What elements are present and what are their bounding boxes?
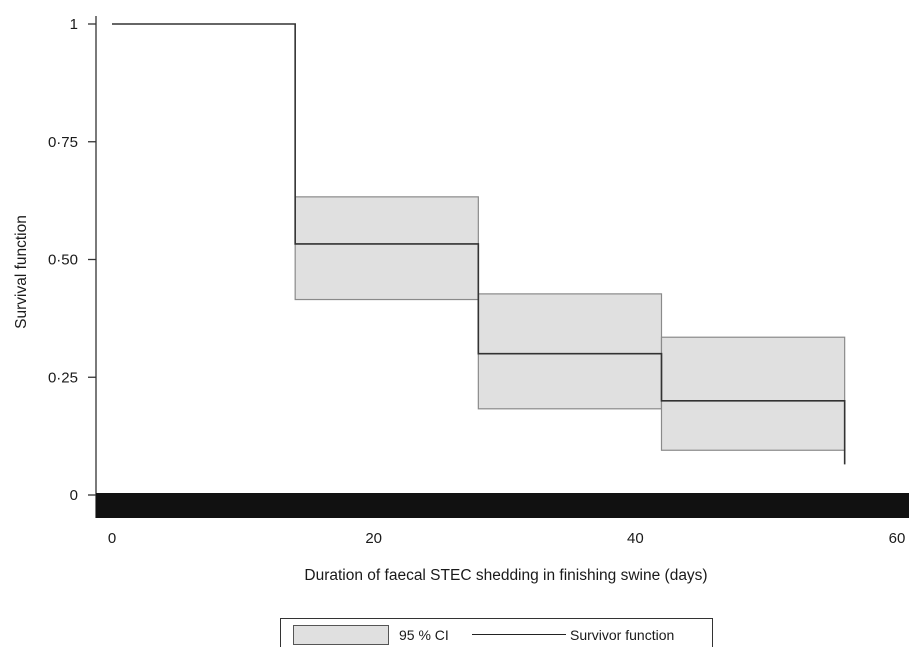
y-tick-label: 0 — [70, 487, 78, 504]
legend-survivor-label: Survivor function — [570, 627, 675, 643]
survivor-step-path — [112, 23, 846, 465]
ci-bands — [294, 196, 846, 451]
legend-ci-label: 95 % CI — [399, 627, 449, 643]
y-tick-label: 1 — [70, 16, 78, 33]
ci-band-1 — [294, 196, 479, 301]
legend-ci-swatch — [293, 625, 389, 645]
y-tick-label: 0·50 — [48, 252, 78, 269]
x-tick-label: 40 — [627, 530, 644, 547]
ci-band-3 — [660, 336, 846, 451]
x-tick-label: 0 — [108, 530, 116, 547]
y-tick-label: 0·75 — [48, 134, 78, 151]
legend-survivor-line — [472, 634, 566, 635]
x-axis-ticks: 0 20 40 60 — [108, 530, 906, 547]
survivor-function-line — [112, 23, 846, 465]
legend: 95 % CI Survivor function — [280, 618, 713, 647]
y-axis-label: Survival function — [13, 215, 30, 329]
x-axis-bar — [96, 493, 909, 518]
x-tick-label: 20 — [365, 530, 382, 547]
x-tick-label: 60 — [889, 530, 906, 547]
ci-band-2 — [477, 293, 663, 410]
x-axis-label: Duration of faecal STEC shedding in fini… — [304, 567, 707, 584]
y-axis-ticks: 0 0·25 0·50 0·75 1 — [48, 16, 96, 504]
y-tick-label: 0·25 — [48, 369, 78, 386]
